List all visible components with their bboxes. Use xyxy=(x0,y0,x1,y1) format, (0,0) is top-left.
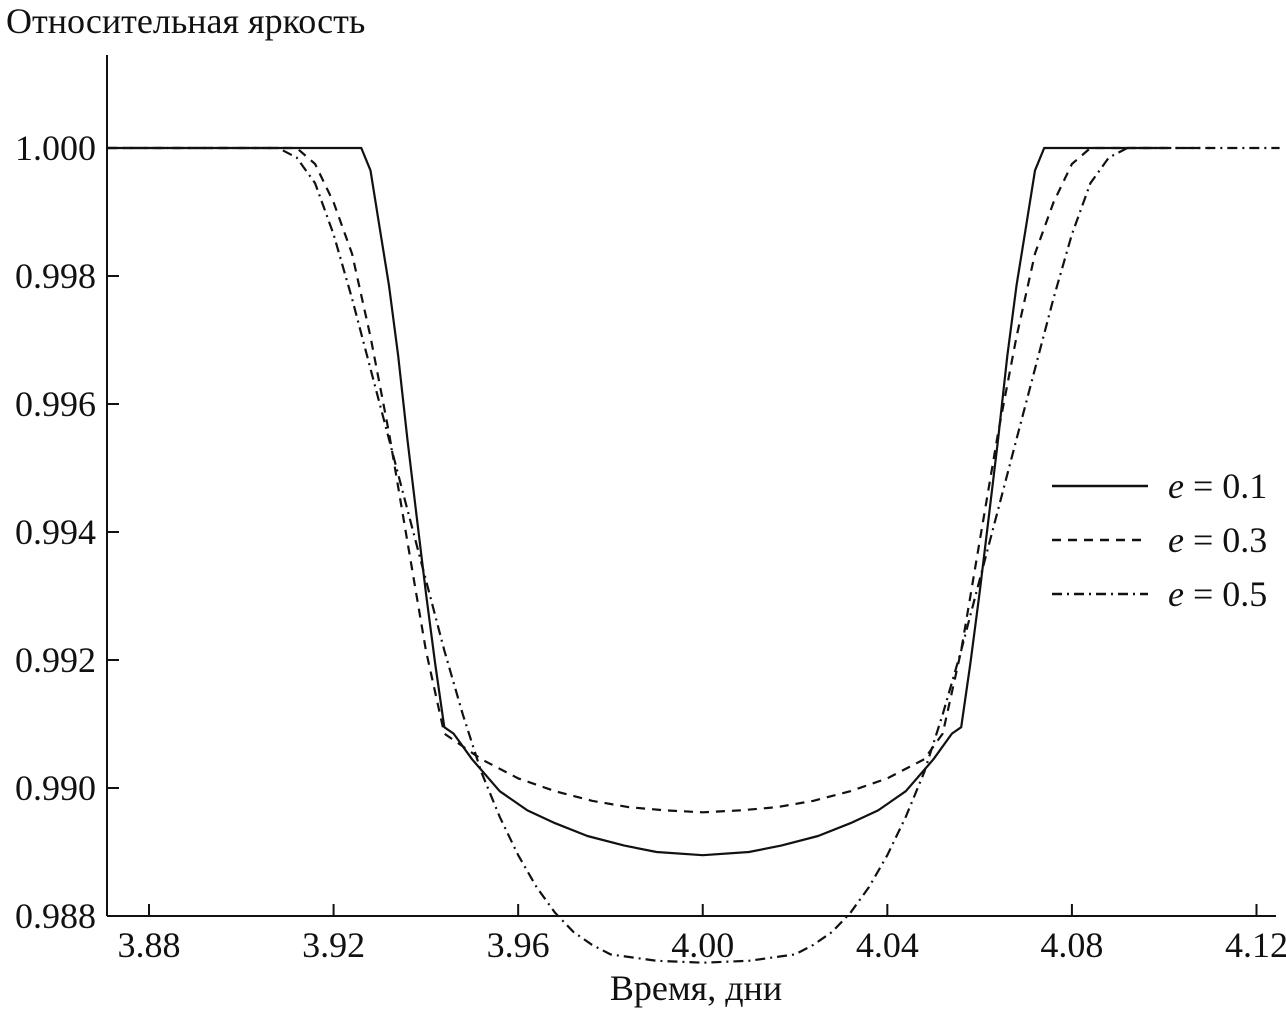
series-line-2 xyxy=(107,146,1211,814)
series-line-1 xyxy=(107,146,1165,857)
y-tick-label: 0.994 xyxy=(15,512,96,552)
x-tick-label: 4.00 xyxy=(671,925,734,965)
y-tick-label: 0.992 xyxy=(15,640,96,680)
y-tick-label: 0.998 xyxy=(15,256,96,296)
legend-label-1: e = 0.1 xyxy=(1168,466,1267,506)
y-tick-label: 0.990 xyxy=(15,768,96,808)
x-tick-label: 3.88 xyxy=(118,925,181,965)
legend-label-2: e = 0.3 xyxy=(1168,520,1267,560)
x-axis-label: Время, дни xyxy=(610,968,782,1008)
x-tick-label: 4.04 xyxy=(856,925,919,965)
series-line-3 xyxy=(107,146,1280,964)
y-tick-label: 0.988 xyxy=(15,896,96,936)
x-tick-label: 3.92 xyxy=(302,925,365,965)
y-tick-label: 0.996 xyxy=(15,384,96,424)
x-tick-label: 4.12 xyxy=(1225,925,1286,965)
x-tick-label: 3.96 xyxy=(487,925,550,965)
y-tick-label: 1.000 xyxy=(15,128,96,168)
legend-label-3: e = 0.5 xyxy=(1168,574,1267,614)
y-axis-label: Относительная яркость xyxy=(6,1,365,41)
x-tick-label: 4.08 xyxy=(1040,925,1103,965)
